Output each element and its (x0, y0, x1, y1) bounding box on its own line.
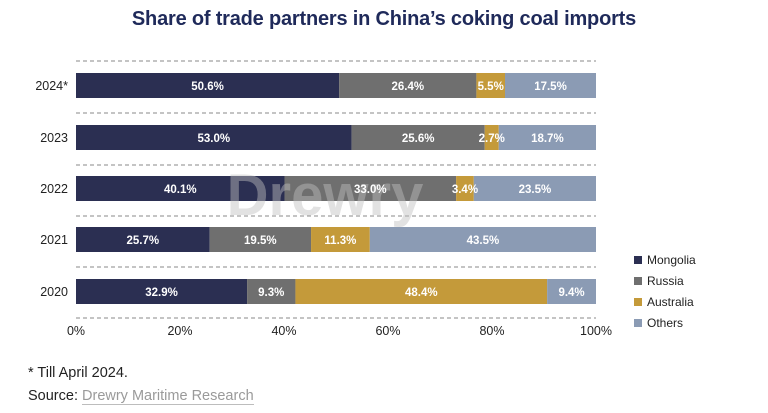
x-tick-label: 80% (479, 324, 504, 338)
data-label: 9.4% (558, 287, 584, 299)
row-separators (76, 60, 596, 319)
category-label: 2023 (40, 131, 68, 145)
source-link[interactable]: Drewry Maritime Research (82, 388, 254, 405)
legend-label-mongolia: Mongolia (647, 253, 696, 267)
bar-australia-2023 (484, 125, 499, 150)
data-label: 43.5% (467, 235, 500, 247)
bar-russia-2020 (247, 279, 296, 304)
legend-swatch-mongolia (634, 256, 642, 264)
category-label: 2022 (40, 182, 68, 196)
data-label: 25.6% (402, 133, 435, 145)
data-label: 25.7% (127, 235, 160, 247)
bar-mongolia-2024 (76, 73, 340, 98)
data-label: 18.7% (531, 133, 564, 145)
x-tick-label: 60% (375, 324, 400, 338)
bar-others-2023 (498, 125, 596, 150)
data-label: 19.5% (244, 235, 277, 247)
source-line: Source: Drewry Maritime Research (28, 388, 254, 405)
data-label: 2.7% (479, 133, 505, 145)
data-label: 9.3% (258, 287, 284, 299)
x-tick-label: 20% (167, 324, 192, 338)
bar-australia-2020 (295, 279, 548, 304)
data-label: 50.6% (191, 81, 224, 93)
category-labels: 2024* 2023 2022 2021 2020 (35, 79, 68, 299)
bar-others-2021 (369, 227, 596, 252)
data-label: 32.9% (145, 287, 178, 299)
bar-russia-2021 (209, 227, 312, 252)
data-label: 11.3% (324, 235, 356, 247)
legend-label-russia: Russia (647, 274, 684, 288)
bars (76, 73, 596, 304)
legend-swatch-others (634, 319, 642, 327)
bar-others-2024 (505, 73, 596, 98)
data-label: 26.4% (391, 81, 424, 93)
legend-swatch-russia (634, 277, 642, 285)
category-label: 2020 (40, 285, 68, 299)
bar-australia-2021 (311, 227, 370, 252)
bar-russia-2022 (284, 176, 457, 201)
bar-others-2022 (473, 176, 596, 201)
legend-label-others: Others (647, 316, 683, 330)
data-label: 5.5% (478, 81, 504, 93)
data-label: 40.1% (164, 184, 197, 196)
bar-mongolia-2023 (76, 125, 352, 150)
data-label: 53.0% (197, 133, 230, 145)
legend-label-australia: Australia (647, 295, 694, 309)
data-labels: 50.6% 26.4% 5.5% 17.5% 53.0% 25.6% 2.7% 18.7% 40… (127, 81, 585, 299)
bar-mongolia-2022 (76, 176, 285, 201)
category-label: 2024* (35, 79, 68, 93)
x-tick-label: 100% (580, 324, 612, 338)
bar-mongolia-2021 (76, 227, 210, 252)
data-label: 23.5% (519, 184, 552, 196)
data-label: 3.4% (452, 184, 478, 196)
legend: Mongolia Russia Australia Others (634, 253, 696, 330)
legend-swatch-australia (634, 298, 642, 306)
chart-title: Share of trade partners in China’s cokin… (131, 8, 637, 30)
data-label: 17.5% (534, 81, 567, 93)
data-label: 33.0% (354, 184, 387, 196)
x-tick-label: 40% (271, 324, 296, 338)
bar-australia-2024 (476, 73, 505, 98)
data-label: 48.4% (405, 287, 438, 299)
bar-mongolia-2020 (76, 279, 248, 304)
watermark-text: Drewry (227, 163, 424, 228)
category-label: 2021 (40, 233, 68, 247)
bar-russia-2023 (351, 125, 485, 150)
bar-australia-2022 (456, 176, 474, 201)
x-axis-ticks: 0% 20% 40% 60% 80% 100% (67, 324, 612, 338)
bar-russia-2024 (339, 73, 477, 98)
x-tick-label: 0% (67, 324, 85, 338)
source-label: Source: (28, 388, 78, 404)
bar-others-2020 (547, 279, 596, 304)
footnote: * Till April 2024. (28, 365, 128, 381)
